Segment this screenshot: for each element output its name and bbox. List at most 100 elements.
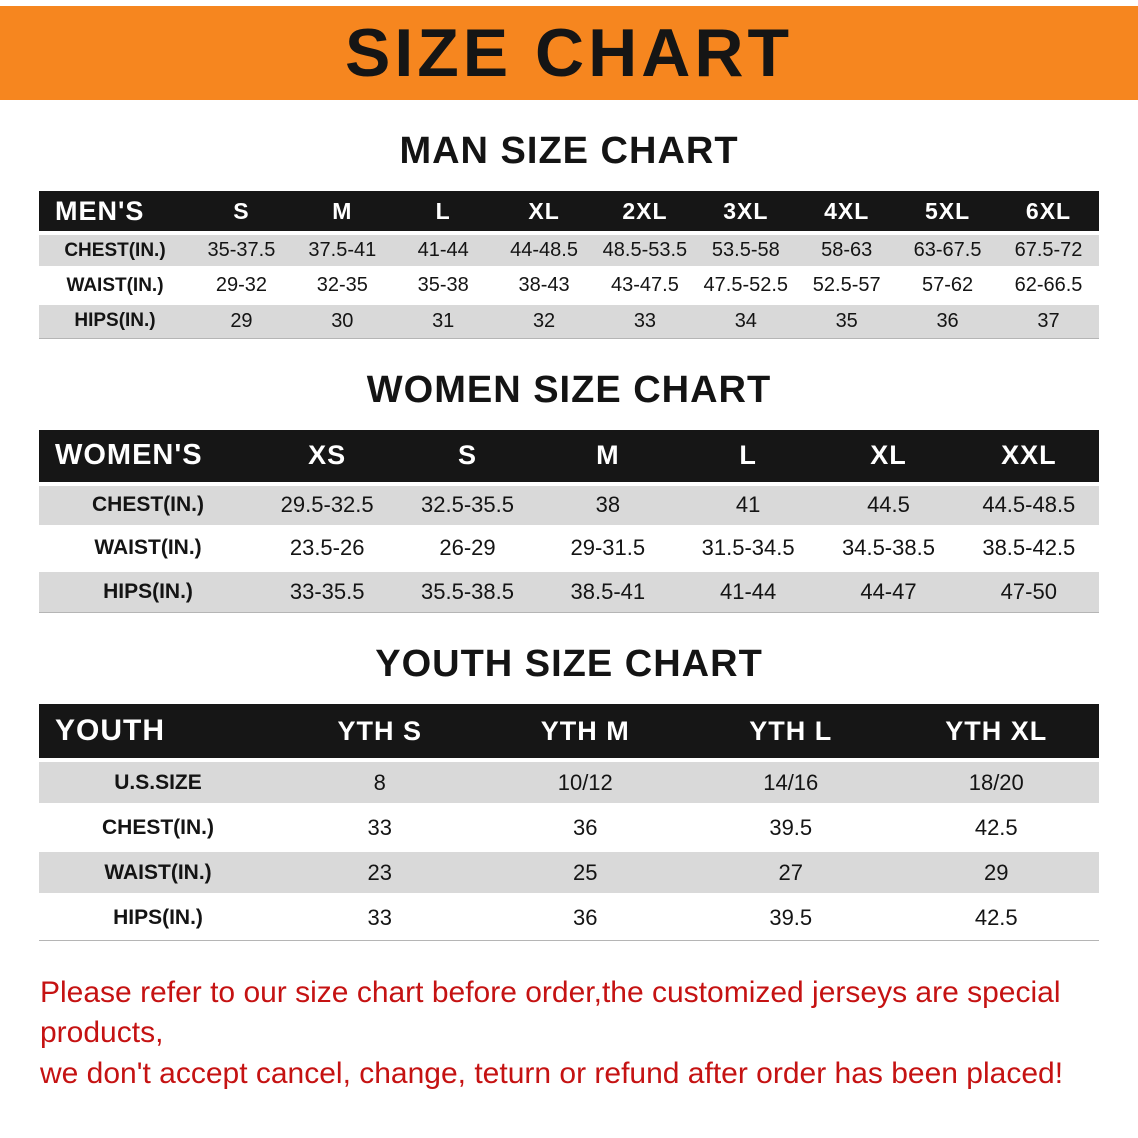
- banner-title: SIZE CHART: [345, 15, 793, 91]
- size-header-cell: YTH S: [277, 704, 483, 760]
- table-header-row: MEN'S S M L XL 2XL 3XL 4XL 5XL 6XL: [39, 191, 1099, 233]
- table-title-cell: WOMEN'S: [39, 429, 257, 484]
- youth-section-heading: YOUTH SIZE CHART: [375, 643, 763, 685]
- size-value: 33-35.5: [257, 567, 398, 613]
- size-value: 57-62: [897, 266, 998, 303]
- table-header-row: YOUTH YTH S YTH M YTH L YTH XL: [39, 704, 1099, 760]
- size-value: 29.5-32.5: [257, 481, 398, 527]
- size-value: 32: [493, 301, 595, 338]
- size-value: 63-67.5: [897, 231, 998, 268]
- size-value: 26-29: [397, 524, 538, 570]
- size-value: 10/12: [482, 758, 688, 805]
- row-label: WAIST(IN.): [39, 524, 257, 570]
- size-value: 67.5-72: [998, 231, 1099, 268]
- size-value: 41: [677, 481, 819, 527]
- row-label: U.S.SIZE: [39, 758, 277, 805]
- size-header-cell: YTH L: [688, 704, 894, 760]
- size-value: 23.5-26: [257, 524, 398, 570]
- size-header-cell: 5XL: [897, 191, 998, 233]
- size-value: 44.5-48.5: [958, 481, 1099, 527]
- table-row: WAIST(IN.) 23.5-26 26-29 29-31.5 31.5-34.5 34…: [39, 524, 1099, 570]
- size-value: 29-32: [191, 266, 292, 303]
- size-value: 33: [277, 803, 483, 850]
- size-value: 48.5-53.5: [594, 231, 696, 268]
- size-value: 25: [482, 848, 688, 895]
- size-value: 14/16: [688, 758, 894, 805]
- size-value: 47-50: [958, 567, 1099, 613]
- size-header-cell: L: [392, 191, 494, 233]
- size-value: 39.5: [688, 893, 894, 940]
- size-value: 34.5-38.5: [818, 524, 959, 570]
- size-header-cell: XS: [257, 429, 398, 484]
- size-header-cell: 3XL: [695, 191, 797, 233]
- size-header-cell: 6XL: [998, 191, 1099, 233]
- size-value: 44.5: [818, 481, 959, 527]
- size-value: 38-43: [493, 266, 595, 303]
- row-label: CHEST(IN.): [39, 481, 257, 527]
- disclaimer: Please refer to our size chart before or…: [40, 973, 1100, 1095]
- mens-section: MAN SIZE CHART MEN'S S M L XL 2XL 3XL 4XL 5XL 6XL…: [0, 130, 1138, 339]
- size-value: 29: [191, 301, 292, 338]
- size-value: 52.5-57: [796, 266, 898, 303]
- size-chart-page: SIZE CHART MAN SIZE CHART MEN'S S M L XL 2XL 3…: [0, 6, 1138, 1138]
- size-value: 33: [594, 301, 696, 338]
- size-value: 31.5-34.5: [677, 524, 819, 570]
- size-value: 47.5-52.5: [695, 266, 797, 303]
- size-value: 42.5: [893, 803, 1099, 850]
- youth-size-table: YOUTH YTH S YTH M YTH L YTH XL U.S.SIZE 8 10/12…: [39, 704, 1099, 941]
- row-label: WAIST(IN.): [39, 848, 277, 895]
- size-value: 31: [392, 301, 494, 338]
- size-value: 23: [277, 848, 483, 895]
- row-label: HIPS(IN.): [39, 301, 191, 338]
- table-row: U.S.SIZE 8 10/12 14/16 18/20: [39, 758, 1099, 805]
- size-value: 27: [688, 848, 894, 895]
- size-value: 44-47: [818, 567, 959, 613]
- size-value: 39.5: [688, 803, 894, 850]
- table-title-cell: MEN'S: [39, 191, 191, 233]
- row-label: CHEST(IN.): [39, 231, 191, 268]
- table-row: HIPS(IN.) 29 30 31 32 33 34 35 36 37: [39, 301, 1099, 338]
- row-label: HIPS(IN.): [39, 567, 257, 613]
- size-value: 62-66.5: [998, 266, 1099, 303]
- size-value: 38.5-41: [537, 567, 678, 613]
- disclaimer-line-1: Please refer to our size chart before or…: [40, 975, 1061, 1050]
- size-value: 36: [482, 893, 688, 940]
- size-value: 8: [277, 758, 483, 805]
- size-header-cell: YTH XL: [893, 704, 1099, 760]
- table-row: HIPS(IN.) 33 36 39.5 42.5: [39, 893, 1099, 940]
- size-value: 43-47.5: [594, 266, 696, 303]
- size-chart-banner: SIZE CHART: [0, 6, 1138, 100]
- size-header-cell: 4XL: [796, 191, 898, 233]
- size-value: 58-63: [796, 231, 898, 268]
- table-row: HIPS(IN.) 33-35.5 35.5-38.5 38.5-41 41-44 44-…: [39, 567, 1099, 613]
- size-header-cell: XL: [818, 429, 959, 484]
- size-value: 35.5-38.5: [397, 567, 538, 613]
- row-label: CHEST(IN.): [39, 803, 277, 850]
- size-value: 41-44: [677, 567, 819, 613]
- table-title-cell: YOUTH: [39, 704, 277, 760]
- size-value: 32-35: [291, 266, 393, 303]
- size-value: 53.5-58: [695, 231, 797, 268]
- size-header-cell: M: [537, 429, 678, 484]
- size-value: 38.5-42.5: [958, 524, 1099, 570]
- table-row: WAIST(IN.) 29-32 32-35 35-38 38-43 43-47.5 47.…: [39, 266, 1099, 303]
- size-value: 29: [893, 848, 1099, 895]
- size-value: 35: [796, 301, 898, 338]
- mens-section-heading: MAN SIZE CHART: [399, 130, 739, 172]
- size-value: 33: [277, 893, 483, 940]
- size-value: 36: [482, 803, 688, 850]
- size-header-cell: YTH M: [482, 704, 688, 760]
- size-value: 32.5-35.5: [397, 481, 538, 527]
- table-row: CHEST(IN.) 35-37.5 37.5-41 41-44 44-48.5 48.5…: [39, 231, 1099, 268]
- mens-size-table: MEN'S S M L XL 2XL 3XL 4XL 5XL 6XL CHEST(IN.) 35-37…: [39, 191, 1099, 339]
- womens-section: WOMEN SIZE CHART WOMEN'S XS S M L XL XXL CHEST(…: [0, 369, 1138, 613]
- size-value: 29-31.5: [537, 524, 678, 570]
- disclaimer-line-2: we don't accept cancel, change, teturn o…: [40, 1056, 1064, 1090]
- size-value: 35-37.5: [191, 231, 292, 268]
- size-value: 37.5-41: [291, 231, 393, 268]
- size-value: 38: [537, 481, 678, 527]
- size-value: 36: [897, 301, 998, 338]
- youth-section: YOUTH SIZE CHART YOUTH YTH S YTH M YTH L YTH…: [0, 643, 1138, 941]
- row-label: HIPS(IN.): [39, 893, 277, 940]
- size-value: 18/20: [893, 758, 1099, 805]
